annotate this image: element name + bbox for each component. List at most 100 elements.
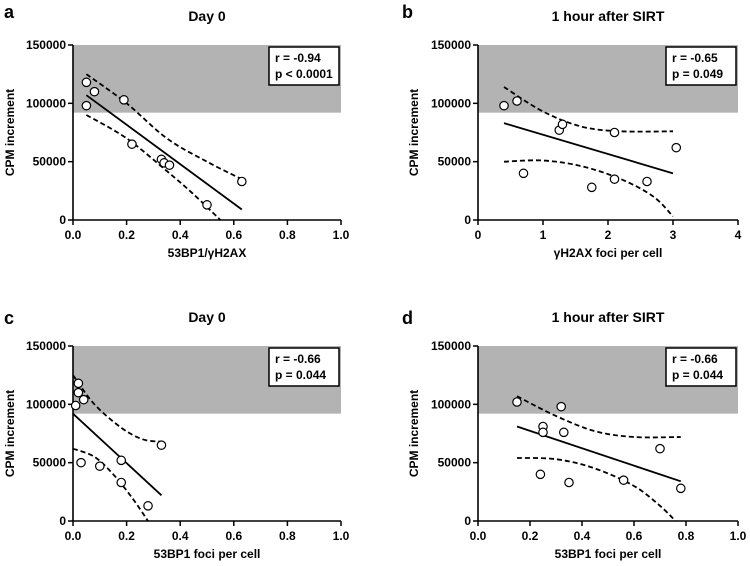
data-point [164,160,175,170]
y-tick-label: 100000 [431,96,471,110]
stats-box [665,347,737,387]
data-point [81,100,92,111]
data-point [538,427,548,438]
data-point [237,176,247,187]
x-tick-label: 0.0 [65,529,82,543]
panel-title: 1 hour after SIRT [552,309,665,325]
x-axis-label: 53BP1 foci per cell [154,547,261,561]
x-tick-label: 1.0 [730,529,747,543]
stat-p: p = 0.044 [672,368,723,382]
x-tick-label: 2 [605,228,612,242]
regression-line [503,122,674,175]
stats-box [268,46,340,86]
x-tick-label: 0.8 [279,228,296,242]
x-tick-label: 0.8 [678,529,695,543]
regression-line [72,413,163,496]
data-point [556,401,566,412]
x-axis-label: γH2AX foci per cell [554,246,663,260]
stat-r: r = -0.94 [275,51,321,65]
y-tick-label: 150000 [431,339,471,353]
data-point [512,96,522,106]
data-point [609,174,620,184]
data-point [73,387,84,398]
panel-title: 1 hour after SIRT [552,8,665,24]
x-tick-label: 0.6 [225,529,242,543]
y-tick-label: 50000 [33,155,67,169]
regression-line [85,94,243,211]
data-point [586,182,597,193]
data-point [642,176,652,187]
y-tick-label: 0 [464,213,471,227]
x-tick-label: 0.4 [574,529,591,543]
data-point [499,100,509,111]
x-tick-label: 0.2 [118,228,135,242]
data-point [95,461,105,471]
y-tick-label: 50000 [438,456,472,470]
data-point [202,200,212,210]
x-tick-label: 0.2 [522,529,539,543]
data-point [156,440,167,450]
x-axis-label: 53BP1 foci per cell [555,547,662,561]
panel-b: b 1 hour after SIRT 0 1 2 3 4 0 50000 100000 15000… [402,2,742,260]
ci-upper-line [72,374,162,443]
y-tick-label: 100000 [26,397,66,411]
x-axis-label: 53BP1/γH2AX [168,246,247,260]
data-point [119,95,129,105]
stat-p: p < 0.0001 [275,67,333,81]
data-point [127,139,137,149]
data-point [618,475,629,485]
x-tick-label: 1.0 [333,529,350,543]
ci-lower-line [72,447,149,522]
panel-a: a Day 0 0.0 0.2 0.4 0.6 0.8 1.0 0 50000 100000 1500… [3,2,350,260]
y-axis-label: CPM increment [3,89,17,176]
data-point [609,127,620,138]
x-tick-label: 0.2 [118,529,135,543]
x-tick-label: 0.6 [626,529,643,543]
ci-lower-line [516,457,677,522]
x-tick-label: 0.0 [470,529,487,543]
data-point [655,443,665,454]
data-point [89,86,100,97]
panel-letter: c [4,308,14,328]
ci-upper-line [516,395,681,439]
stat-r: r = -0.66 [275,352,321,366]
ci-lower-line [85,114,222,221]
y-tick-label: 0 [464,514,471,528]
x-tick-label: 1 [540,228,547,242]
stat-p: p = 0.044 [275,368,326,382]
y-tick-label: 150000 [26,339,66,353]
y-axis-label: CPM increment [407,89,421,176]
data-point [116,455,127,466]
data-point [143,501,153,511]
x-tick-label: 3 [670,228,677,242]
x-tick-label: 0 [475,228,482,242]
panel-letter: b [402,2,413,22]
y-tick-label: 100000 [26,96,66,110]
data-point [73,378,84,389]
x-tick-label: 0.0 [65,228,82,242]
stat-p: p = 0.049 [672,67,723,81]
panel-letter: a [4,2,15,22]
x-tick-label: 0.4 [172,529,189,543]
data-point [671,142,682,153]
data-point [518,168,529,179]
ci-upper-line [85,73,243,181]
data-point [116,477,127,488]
y-tick-label: 150000 [26,38,66,52]
y-tick-label: 100000 [431,397,471,411]
panel-title: Day 0 [188,8,226,24]
data-point [512,397,522,407]
y-axis-label: CPM increment [3,390,17,477]
x-tick-label: 4 [735,228,742,242]
x-tick-label: 0.6 [225,228,242,242]
ci-lower-line [503,159,674,218]
y-tick-label: 150000 [431,38,471,52]
data-point [675,483,686,494]
x-tick-label: 0.4 [172,228,189,242]
stats-box [268,347,340,387]
stats-box [665,46,737,86]
data-point [70,400,81,411]
data-point [557,119,568,130]
panel-letter: d [402,308,413,328]
